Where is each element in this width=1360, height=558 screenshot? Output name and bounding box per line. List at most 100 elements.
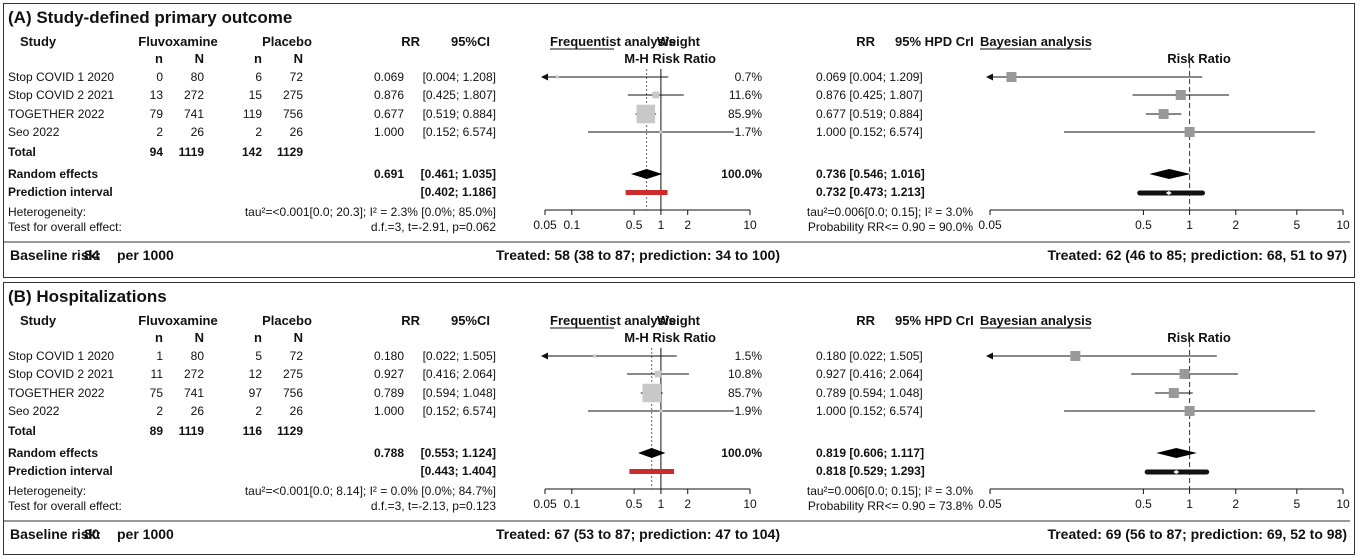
- bayes-tick-label: 0.05: [978, 218, 1002, 232]
- plac-total: 72: [290, 70, 304, 84]
- study-ci: [0.416; 2.064]: [423, 367, 496, 381]
- total-plac-total: 1129: [277, 424, 303, 438]
- study-ci: [0.594; 1.048]: [423, 386, 496, 400]
- panel-a: [3, 3, 1355, 278]
- study-weight: 85.7%: [728, 386, 762, 400]
- study-weight: 1.7%: [735, 125, 763, 139]
- random-ci: [0.461; 1.035]: [421, 167, 496, 181]
- fluv-events: 2: [156, 125, 163, 139]
- freq-prediction-bar: [625, 190, 668, 195]
- panel-title: (A) Study-defined primary outcome: [8, 8, 292, 27]
- prediction-bayes-rr: 0.732 [0.473; 1.213]: [816, 185, 925, 199]
- freq-tick-label: 0.1: [563, 497, 580, 511]
- random-weight: 100.0%: [721, 446, 762, 460]
- plac-events: 6: [255, 70, 262, 84]
- bayes-study-square: [1184, 406, 1195, 416]
- header-hpd: 95% HPD CrI: [895, 34, 974, 49]
- header-mh-risk-ratio: M-H Risk Ratio: [624, 330, 716, 345]
- study-name: TOGETHER 2022: [8, 107, 105, 121]
- bayes-tick-label: 5: [1293, 497, 1300, 511]
- fluv-total: 741: [184, 386, 204, 400]
- freq-tick-label: 1: [658, 218, 665, 232]
- bayes-tick-label: 0.5: [1135, 497, 1152, 511]
- plac-events: 2: [255, 125, 262, 139]
- header-plac-N: N: [294, 51, 303, 66]
- freq-study-square: [555, 75, 559, 79]
- bayes-tick-label: 0.05: [978, 497, 1002, 511]
- total-fluv-events: 94: [150, 145, 164, 159]
- header-fluv-n: n: [155, 51, 163, 66]
- bayes-prediction-point: [1165, 191, 1172, 195]
- header-rr: RR: [401, 34, 420, 49]
- study-bayes-rr: 0.927 [0.416; 2.064]: [816, 367, 923, 381]
- random-rr: 0.691: [374, 167, 404, 181]
- heterogeneity-freq: tau²=<0.001[0.0; 20.3]; I² = 2.3% [0.0%;…: [245, 205, 496, 219]
- header-study: Study: [20, 313, 57, 328]
- random-bayes-rr: 0.819 [0.606; 1.117]: [816, 446, 924, 460]
- study-weight: 1.9%: [735, 404, 763, 418]
- bayes-prediction-point: [1173, 470, 1180, 474]
- random-weight: 100.0%: [721, 167, 762, 181]
- study-rr: 0.180: [374, 349, 404, 363]
- study-bayes-rr: 1.000 [0.152; 6.574]: [816, 125, 923, 139]
- study-weight: 11.6%: [729, 88, 762, 102]
- freq-tick-label: 2: [684, 497, 691, 511]
- total-fluv-total: 1119: [179, 145, 205, 159]
- fluv-total: 272: [184, 367, 204, 381]
- study-bayes-rr: 0.180 [0.022; 1.505]: [816, 349, 923, 363]
- freq-study-square: [652, 91, 660, 99]
- header-risk-ratio: Risk Ratio: [1167, 51, 1231, 66]
- baseline-value: 80: [84, 526, 100, 542]
- fluv-events: 13: [150, 88, 164, 102]
- plac-events: 12: [249, 367, 263, 381]
- study-bayes-rr: 0.876 [0.425; 1.807]: [816, 88, 923, 102]
- header-plac-n: n: [254, 330, 262, 345]
- fluv-events: 75: [150, 386, 164, 400]
- study-ci: [0.152; 6.574]: [423, 404, 496, 418]
- overall-effect-bayes: Probability RR<= 0.90 = 73.8%: [808, 499, 973, 513]
- bayes-tick-label: 10: [1336, 497, 1350, 511]
- fluv-events: 79: [150, 107, 164, 121]
- panel-b-content: (B) Hospitalizations Study Fluvoxamine Plac…: [4, 287, 1350, 542]
- prediction-bayes-rr: 0.818 [0.529; 1.293]: [816, 464, 925, 478]
- heterogeneity-bayes: tau²=0.006[0.0; 0.15]; I² = 3.0%: [807, 205, 973, 219]
- study-name: Stop COVID 2 2021: [8, 367, 114, 381]
- plac-total: 72: [290, 349, 304, 363]
- random-effects-label: Random effects: [8, 446, 98, 460]
- study-weight: 10.8%: [728, 367, 762, 381]
- baseline-label: Baseline risk:: [10, 526, 101, 542]
- bayes-pooled-diamond: [1149, 169, 1191, 179]
- fluv-total: 741: [184, 107, 204, 121]
- freq-study-square: [659, 409, 663, 413]
- total-fluv-total: 1119: [179, 424, 205, 438]
- bayes-arrow: [986, 352, 993, 360]
- header-placebo: Placebo: [262, 34, 312, 49]
- study-ci: [0.425; 1.807]: [423, 88, 496, 102]
- bayes-study-square: [1158, 109, 1169, 119]
- header-rr-bayes: RR: [856, 34, 875, 49]
- study-rr: 0.876: [374, 88, 404, 102]
- bayes-tick-label: 1: [1186, 497, 1193, 511]
- study-rr: 0.927: [374, 367, 404, 381]
- treated-frequentist: Treated: 58 (38 to 87; prediction: 34 to…: [496, 247, 780, 263]
- header-weight: Weight: [657, 313, 701, 328]
- study-name: Seo 2022: [8, 125, 60, 139]
- study-bayes-rr: 1.000 [0.152; 6.574]: [816, 404, 923, 418]
- total-label: Total: [8, 424, 36, 438]
- study-weight: 1.5%: [735, 349, 763, 363]
- header-placebo: Placebo: [262, 313, 312, 328]
- study-ci: [0.004; 1.208]: [423, 70, 496, 84]
- fluv-events: 2: [156, 404, 163, 418]
- total-fluv-events: 89: [150, 424, 164, 438]
- freq-pooled-diamond: [630, 169, 663, 179]
- study-ci: [0.022; 1.505]: [423, 349, 496, 363]
- prediction-label: Prediction interval: [8, 185, 113, 199]
- bayes-pooled-diamond: [1156, 448, 1197, 458]
- random-bayes-rr: 0.736 [0.546; 1.016]: [816, 167, 925, 181]
- fluv-total: 80: [191, 349, 205, 363]
- plac-total: 756: [283, 107, 303, 121]
- study-rr: 1.000: [374, 404, 404, 418]
- total-plac-total: 1129: [277, 145, 303, 159]
- freq-tick-label: 0.5: [626, 218, 643, 232]
- fluv-total: 26: [191, 125, 205, 139]
